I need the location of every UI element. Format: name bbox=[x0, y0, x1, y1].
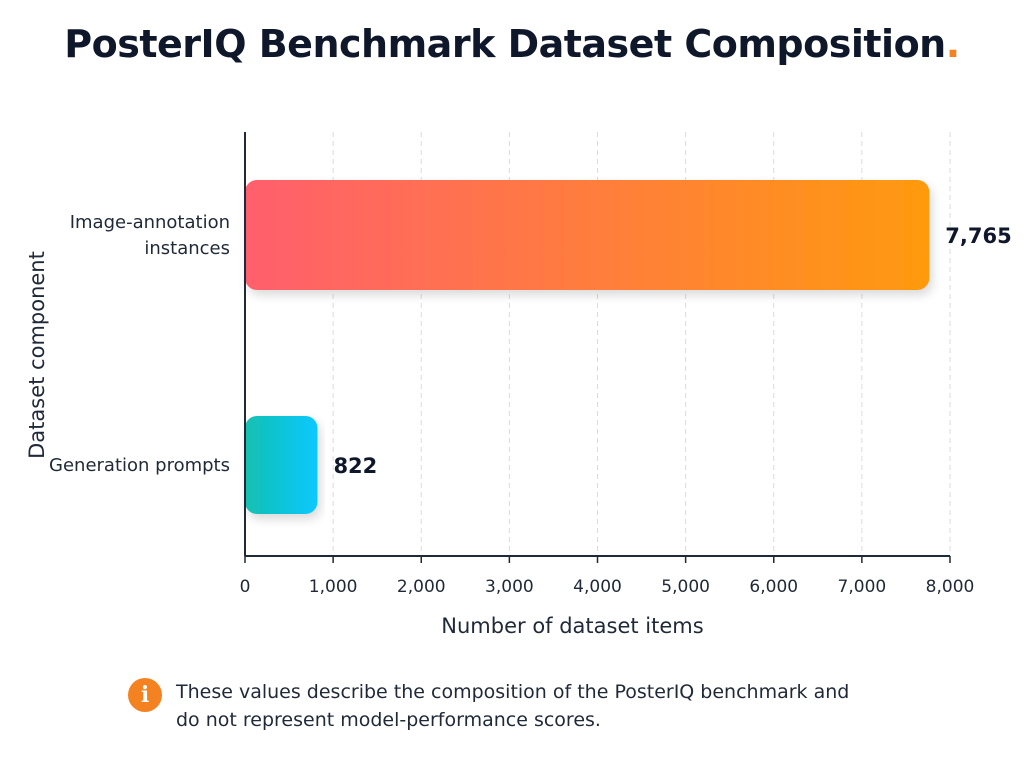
info-note-text: These values describe the composition of… bbox=[176, 681, 850, 731]
data-label: 7,765 bbox=[945, 224, 1011, 248]
category-label: Generation prompts bbox=[49, 455, 230, 476]
x-tick-label: 5,000 bbox=[661, 577, 710, 597]
bar-chart: 7,765 Image-annotation instances 822 Generat… bbox=[25, 132, 1012, 638]
info-icon: i bbox=[128, 678, 162, 712]
x-axis-title: Number of dataset items bbox=[441, 614, 703, 638]
chart-title-text: PosterIQ Benchmark Dataset Composition bbox=[64, 22, 946, 66]
y-axis-title: Dataset component bbox=[25, 251, 49, 459]
title-accent-dot: . bbox=[945, 22, 960, 66]
x-tick-label: 4,000 bbox=[573, 577, 622, 597]
data-label: 822 bbox=[333, 454, 377, 478]
x-tick-label: 6,000 bbox=[749, 577, 798, 597]
bar bbox=[245, 416, 318, 514]
x-tick-label: 3,000 bbox=[485, 577, 534, 597]
x-tick-label: 2,000 bbox=[397, 577, 446, 597]
x-tick-label: 7,000 bbox=[838, 577, 887, 597]
x-tick-label: 8,000 bbox=[926, 577, 975, 597]
x-tick-label: 1,000 bbox=[309, 577, 358, 597]
chart-title: PosterIQ Benchmark Dataset Composition. bbox=[0, 22, 1024, 66]
x-tick-label: 0 bbox=[240, 577, 251, 597]
category-label: instances bbox=[144, 238, 230, 259]
category-label: Image-annotation bbox=[70, 212, 230, 233]
info-note: i These values describe the composition … bbox=[128, 678, 928, 734]
bar bbox=[245, 180, 930, 290]
